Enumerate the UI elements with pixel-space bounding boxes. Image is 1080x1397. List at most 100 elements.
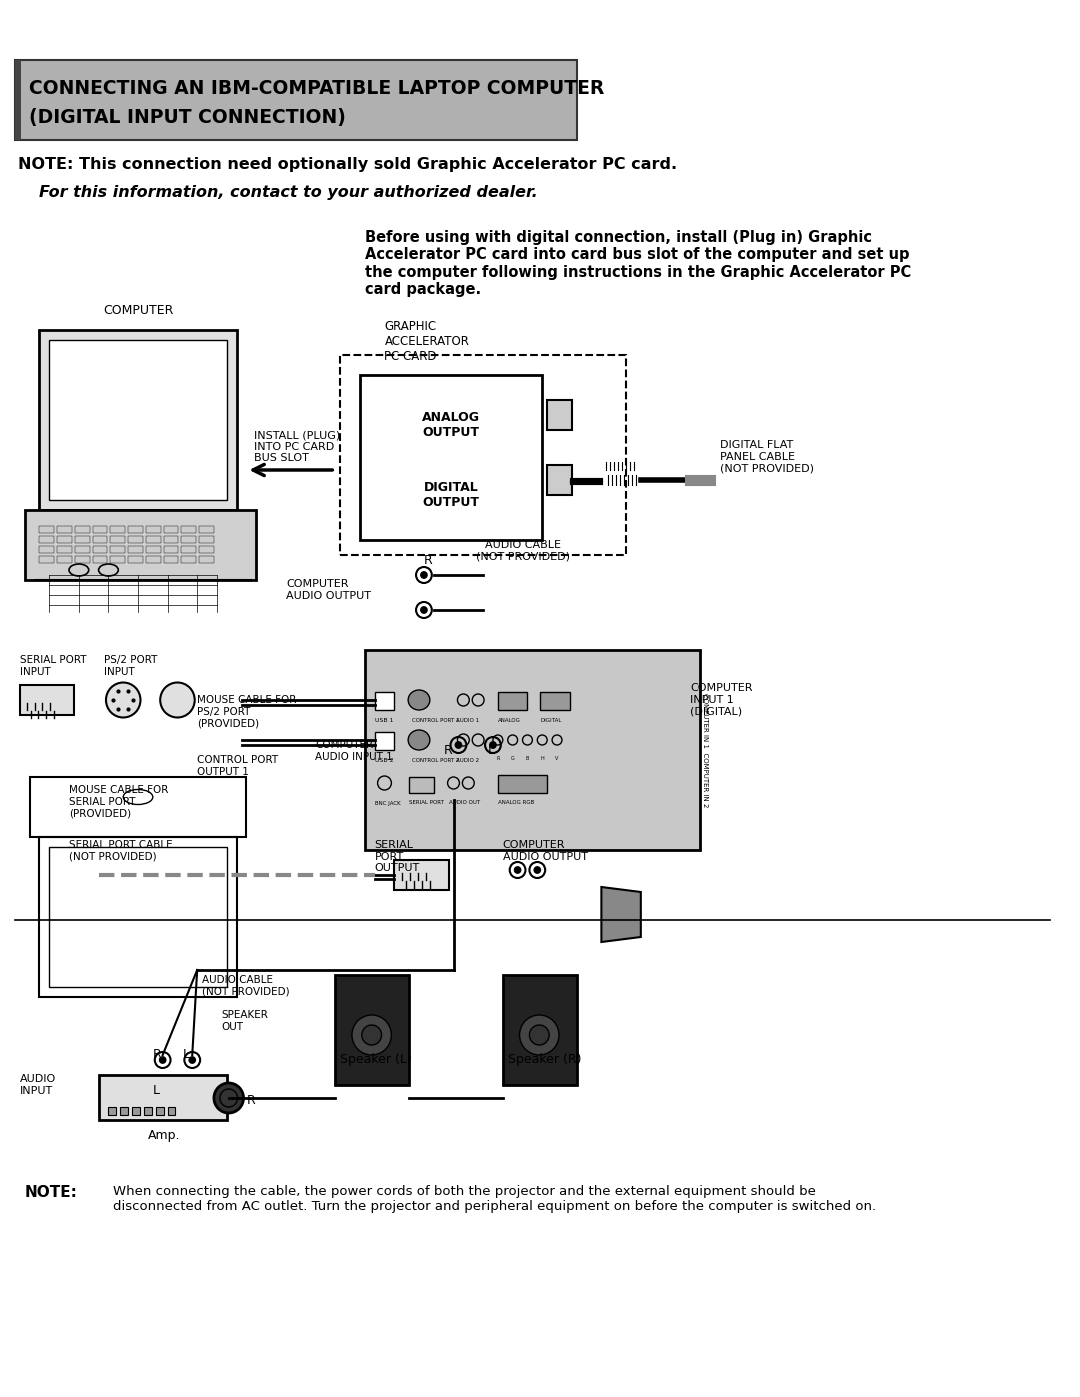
Text: Before using with digital connection, install (Plug in) Graphic
Accelerator PC c: Before using with digital connection, in…	[365, 231, 912, 298]
Bar	[110, 536, 125, 543]
Bar	[146, 546, 161, 553]
Bar	[40, 546, 54, 553]
Bar	[394, 861, 448, 890]
Bar	[75, 546, 90, 553]
Text: SERIAL PORT
INPUT: SERIAL PORT INPUT	[19, 655, 86, 676]
Text: AUDIO 1: AUDIO 1	[457, 718, 480, 722]
Bar	[181, 527, 197, 534]
Bar	[164, 536, 178, 543]
Text: SPEAKER
OUT: SPEAKER OUT	[221, 1010, 269, 1031]
Text: USB 1: USB 1	[375, 718, 393, 722]
Bar	[57, 546, 72, 553]
Bar	[75, 536, 90, 543]
Text: CONTROL PORT 1: CONTROL PORT 1	[413, 718, 460, 722]
Bar	[15, 60, 21, 140]
Text: Speaker (L): Speaker (L)	[340, 1053, 411, 1066]
Ellipse shape	[106, 683, 140, 718]
Text: R: R	[152, 1049, 162, 1062]
Bar	[199, 527, 214, 534]
Polygon shape	[602, 887, 640, 942]
Bar	[360, 374, 542, 541]
Ellipse shape	[362, 1025, 381, 1045]
Bar	[57, 556, 72, 563]
Bar	[548, 400, 571, 430]
Bar	[365, 650, 700, 849]
Ellipse shape	[214, 1083, 243, 1113]
Bar	[335, 975, 409, 1085]
Bar	[181, 556, 197, 563]
Bar	[93, 527, 108, 534]
Bar	[40, 536, 54, 543]
Bar	[129, 527, 143, 534]
Ellipse shape	[421, 571, 427, 578]
Ellipse shape	[490, 742, 496, 749]
Ellipse shape	[160, 1056, 166, 1063]
Text: V: V	[555, 756, 558, 760]
Text: AUDIO
INPUT: AUDIO INPUT	[19, 1074, 56, 1095]
Text: H: H	[540, 756, 544, 760]
Bar	[57, 536, 72, 543]
Ellipse shape	[535, 866, 540, 873]
Ellipse shape	[529, 1025, 549, 1045]
Text: NOTE: This connection need optionally sold Graphic Accelerator PC card.: NOTE: This connection need optionally so…	[17, 158, 677, 172]
Bar	[548, 465, 571, 495]
Text: L: L	[488, 743, 495, 757]
Text: AUDIO CABLE
(NOT PROVIDED): AUDIO CABLE (NOT PROVIDED)	[475, 541, 569, 562]
Bar	[181, 536, 197, 543]
Text: NOTE:: NOTE:	[25, 1185, 78, 1200]
Bar	[164, 527, 178, 534]
Bar	[93, 556, 108, 563]
Bar	[156, 1106, 164, 1115]
Text: SERIAL PORT CABLE
(NOT PROVIDED): SERIAL PORT CABLE (NOT PROVIDED)	[69, 840, 173, 862]
Bar	[409, 777, 434, 793]
Ellipse shape	[189, 1056, 195, 1063]
Text: R: R	[246, 1094, 255, 1106]
Bar	[129, 546, 143, 553]
Bar	[146, 527, 161, 534]
Text: DIGITAL
OUTPUT: DIGITAL OUTPUT	[422, 481, 480, 509]
Bar	[108, 1106, 117, 1115]
Text: CONTROL PORT 2: CONTROL PORT 2	[413, 757, 460, 763]
Text: DIGITAL FLAT
PANEL CABLE
(NOT PROVIDED): DIGITAL FLAT PANEL CABLE (NOT PROVIDED)	[719, 440, 813, 474]
Text: USB 2: USB 2	[375, 757, 393, 763]
Text: SERIAL PORT: SERIAL PORT	[409, 800, 444, 806]
Bar	[40, 556, 54, 563]
Text: SERIAL
PORT
OUTPUT: SERIAL PORT OUTPUT	[375, 840, 420, 873]
Bar	[144, 1106, 152, 1115]
Text: BNC JACK: BNC JACK	[375, 800, 401, 806]
Text: R: R	[496, 756, 500, 760]
Text: Amp.: Amp.	[148, 1129, 180, 1141]
Text: When connecting the cable, the power cords of both the projector and the externa: When connecting the cable, the power cor…	[113, 1185, 877, 1213]
Bar	[132, 1106, 140, 1115]
Ellipse shape	[408, 690, 430, 710]
Text: INSTALL (PLUG)
INTO PC CARD
BUS SLOT: INSTALL (PLUG) INTO PC CARD BUS SLOT	[255, 430, 340, 464]
Bar	[199, 546, 214, 553]
Bar	[164, 546, 178, 553]
Bar	[57, 527, 72, 534]
Bar	[540, 692, 570, 710]
Bar	[40, 527, 54, 534]
Text: COMPUTER IN 1  COMPUTER IN 2: COMPUTER IN 1 COMPUTER IN 2	[702, 693, 708, 807]
Text: AUDIO 2: AUDIO 2	[457, 757, 480, 763]
Bar	[15, 60, 577, 140]
Text: L: L	[152, 1084, 160, 1097]
Text: (DIGITAL INPUT CONNECTION): (DIGITAL INPUT CONNECTION)	[28, 109, 346, 127]
Ellipse shape	[514, 866, 521, 873]
Text: L: L	[183, 1049, 189, 1062]
Bar	[40, 330, 237, 510]
Text: AUDIO CABLE
(NOT PROVIDED): AUDIO CABLE (NOT PROVIDED)	[202, 975, 289, 996]
Ellipse shape	[421, 606, 427, 613]
Bar	[375, 732, 394, 750]
Text: COMPUTER
INPUT 1
(DIGITAL): COMPUTER INPUT 1 (DIGITAL)	[690, 683, 753, 717]
Bar	[375, 692, 394, 710]
Bar	[498, 775, 548, 793]
Ellipse shape	[160, 683, 194, 718]
Ellipse shape	[519, 1016, 559, 1055]
Text: PS/2 PORT
INPUT: PS/2 PORT INPUT	[104, 655, 157, 676]
Bar	[75, 527, 90, 534]
Bar	[167, 1106, 175, 1115]
Text: AUDIO OUT: AUDIO OUT	[448, 800, 480, 806]
Bar	[498, 692, 527, 710]
Text: R: R	[444, 743, 453, 757]
Text: R: R	[424, 553, 433, 567]
